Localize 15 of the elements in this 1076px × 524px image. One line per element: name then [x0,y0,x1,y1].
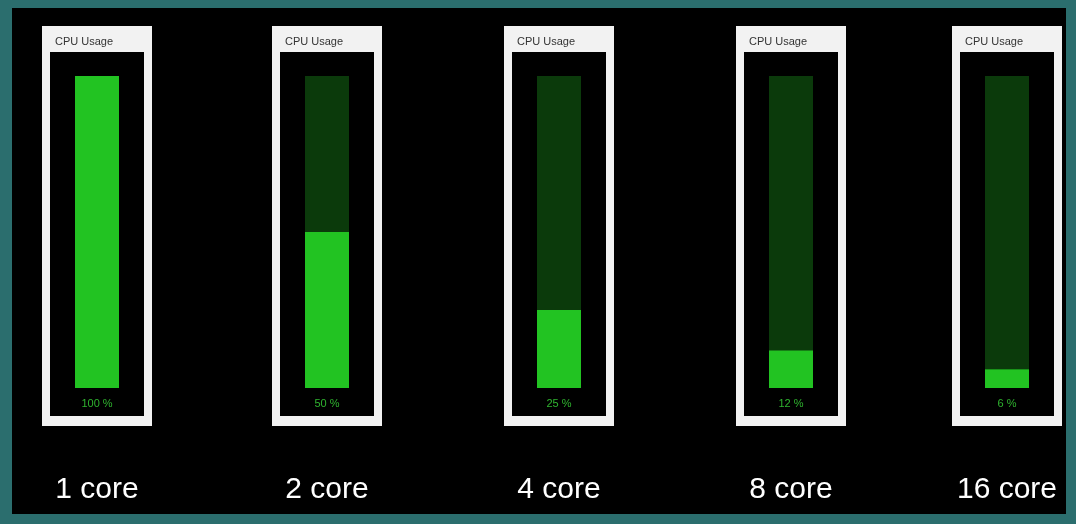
x-tick-label: 4 core [517,470,601,504]
data-label: 12 % [778,396,804,409]
x-tick-label: 1 core [55,470,139,504]
chart-title: CPU Usage [965,34,1024,47]
chart-title: CPU Usage [55,34,114,47]
data-label: 25 % [546,396,572,409]
data-label: 50 % [314,396,340,409]
x-tick-label: 8 core [749,470,833,504]
chart-title: CPU Usage [749,34,808,47]
data-label: 6 % [997,396,1017,409]
chart-title: CPU Usage [285,34,344,47]
x-tick-label: 2 core [285,470,369,504]
chart-title: CPU Usage [517,34,576,47]
x-tick-label: 16 core [956,470,1058,504]
data-label: 100 % [81,396,113,409]
